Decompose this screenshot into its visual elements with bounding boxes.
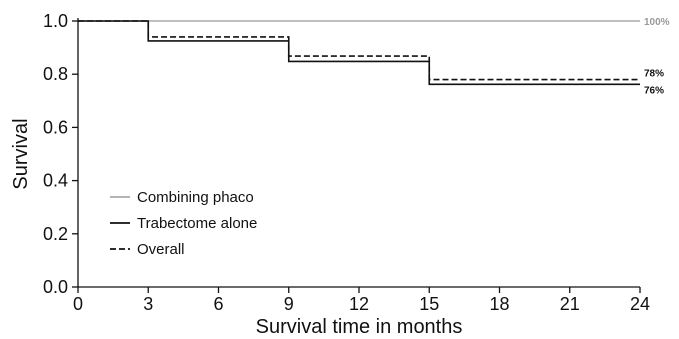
- legend-label-2: Trabectome alone: [137, 215, 257, 232]
- x-tick-label-21: 21: [560, 294, 580, 314]
- series-layer: [78, 20, 640, 86]
- y-axis-title: Survival: [10, 118, 32, 189]
- x-tick-label-12: 12: [349, 294, 369, 314]
- y-tick-label-4: 0.8: [43, 64, 68, 84]
- series-line-2: [78, 20, 640, 86]
- legend-label-3: Overall: [137, 241, 185, 258]
- end-labels: 100% 76% 78%: [644, 17, 670, 96]
- legend: Combining phaco Trabectome alone Overall: [110, 189, 257, 258]
- y-tick-label-3: 0.6: [43, 117, 68, 137]
- x-tick-label-18: 18: [489, 294, 509, 314]
- y-tick-label-5: 1.0: [43, 11, 68, 31]
- y-tick-label-0: 0.0: [43, 277, 68, 297]
- axes-layer: 0 3 6 9 12 15 18 21 24 0.0 0.2 0.4 0.6 0.8 1.0: [43, 11, 650, 314]
- legend-label-1: Combining phaco: [137, 189, 254, 206]
- y-tick-label-1: 0.2: [43, 224, 68, 244]
- x-tick-label-15: 15: [419, 294, 439, 314]
- end-label-2: 76%: [644, 85, 664, 96]
- x-tick-label-24: 24: [630, 294, 650, 314]
- end-label-3: 78%: [644, 69, 664, 80]
- end-label-1: 100%: [644, 17, 670, 28]
- x-tick-label-6: 6: [213, 294, 223, 314]
- x-tick-label-9: 9: [284, 294, 294, 314]
- x-tick-label-3: 3: [143, 294, 153, 314]
- x-tick-label-0: 0: [73, 294, 83, 314]
- series-line-3: [78, 20, 640, 81]
- x-axis-title: Survival time in months: [256, 316, 463, 338]
- y-tick-label-2: 0.4: [43, 171, 68, 191]
